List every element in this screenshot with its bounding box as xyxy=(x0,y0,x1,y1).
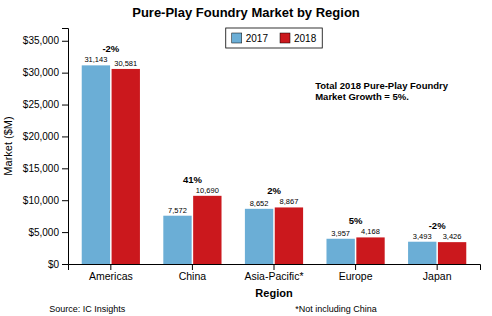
bar xyxy=(163,216,191,264)
bar xyxy=(82,65,110,264)
bar xyxy=(356,237,384,264)
y-tick: $30,000 xyxy=(23,67,68,78)
chart-container: Pure-Play Foundry Market by Region $0 $5,0… xyxy=(0,0,492,316)
y-tick-mark xyxy=(62,232,68,233)
y-tick-mark xyxy=(62,136,68,137)
y-axis-title: Market ($M) xyxy=(2,116,14,175)
plot: $0 $5,000 $10,000 $15,000 $20,000 $25,000 $30,… xyxy=(23,28,481,282)
legend-item: 2018 xyxy=(280,33,317,44)
data-label: 8,867 xyxy=(280,197,299,206)
x-axis: Americas China Asia-Pacific* Europe Japan xyxy=(69,264,481,282)
legend-item: 2017 xyxy=(232,33,269,44)
y-tick: $10,000 xyxy=(23,195,68,206)
y-tick-label: $35,000 xyxy=(23,35,60,46)
annotation: Total 2018 Pure-Play FoundryMarket Growt… xyxy=(315,80,449,102)
y-tick-mark xyxy=(62,264,68,265)
y-tick: $35,000 xyxy=(23,35,68,46)
y-tick: $0 xyxy=(48,259,68,270)
legend-label: 2018 xyxy=(294,33,317,44)
y-tick-mark xyxy=(62,105,68,106)
x-tick: China xyxy=(179,264,207,282)
legend-label: 2017 xyxy=(246,33,269,44)
data-label: 8,652 xyxy=(250,199,269,208)
x-tick: Europe xyxy=(339,264,373,282)
y-tick: $20,000 xyxy=(23,131,68,142)
y-tick-mark xyxy=(62,200,68,201)
bar xyxy=(408,242,436,264)
bar xyxy=(245,209,273,264)
x-tick-label: Europe xyxy=(339,270,373,282)
x-tick-mark xyxy=(274,264,275,270)
bars xyxy=(82,65,467,264)
group-label: -2% xyxy=(102,43,119,54)
group-label: 41% xyxy=(183,174,203,185)
x-axis-title: Region xyxy=(255,287,293,299)
y-tick-label: $30,000 xyxy=(23,67,60,78)
footnote: *Not including China xyxy=(295,304,377,314)
labels: 31,143 7,572 8,652 3,957 3,493 30,581 10,690 8,… xyxy=(84,43,461,241)
x-tick-mark xyxy=(192,264,193,270)
x-tick-mark xyxy=(110,264,111,270)
x-tick: Asia-Pacific* xyxy=(245,264,304,282)
data-label: 7,572 xyxy=(168,206,187,215)
y-tick: $25,000 xyxy=(23,99,68,110)
data-label: 10,690 xyxy=(196,186,219,195)
y-tick-mark xyxy=(62,41,68,42)
legend-frame xyxy=(226,28,323,48)
y-tick-label: $15,000 xyxy=(23,163,60,174)
y-tick: $15,000 xyxy=(23,163,68,174)
group-label: 2% xyxy=(267,185,281,196)
x-tick-label: Americas xyxy=(89,270,133,282)
y-tick-mark xyxy=(62,73,68,74)
legend-swatch xyxy=(280,33,290,43)
data-label: 3,957 xyxy=(331,229,350,238)
bar-series xyxy=(82,65,437,264)
data-label: 4,168 xyxy=(361,227,380,236)
x-axis-line xyxy=(69,265,481,271)
chart-svg: Pure-Play Foundry Market by Region $0 $5,0… xyxy=(0,0,492,316)
title: Pure-Play Foundry Market by Region xyxy=(132,5,360,20)
y-tick-mark xyxy=(62,168,68,169)
legend-swatch xyxy=(232,33,242,43)
source: Source: IC Insights xyxy=(49,304,126,314)
annotation-line: Total 2018 Pure-Play Foundry xyxy=(315,80,449,91)
x-tick-mark xyxy=(355,264,356,270)
legend: 2017 2018 xyxy=(226,28,323,48)
group-label: -2% xyxy=(429,220,446,231)
group-label: 5% xyxy=(349,215,363,226)
bar xyxy=(326,239,354,264)
data-label: 3,426 xyxy=(443,232,462,241)
x-tick-label: Japan xyxy=(423,270,452,282)
x-tick-mark xyxy=(437,264,438,270)
annotation-line: Market Growth = 5%. xyxy=(315,91,409,102)
bar-series xyxy=(112,69,467,264)
data-label: 3,493 xyxy=(413,232,432,241)
y-tick-label: $25,000 xyxy=(23,99,60,110)
x-tick: Japan xyxy=(423,264,452,282)
bar xyxy=(193,196,221,264)
y-axis: $0 $5,000 $10,000 $15,000 $20,000 $25,000 $30,… xyxy=(23,29,69,270)
y-tick-label: $10,000 xyxy=(23,195,60,206)
x-tick: Americas xyxy=(89,264,133,282)
data-label: 30,581 xyxy=(114,59,137,68)
bar xyxy=(438,242,466,264)
y-tick-label: $20,000 xyxy=(23,131,60,142)
x-tick-label: Asia-Pacific* xyxy=(245,270,304,282)
y-tick-label: $5,000 xyxy=(28,227,59,238)
y-axis-line xyxy=(62,29,69,265)
bar xyxy=(275,207,303,264)
y-tick: $5,000 xyxy=(28,227,68,238)
y-tick-label: $0 xyxy=(48,259,60,270)
bar xyxy=(112,69,140,264)
x-tick-label: China xyxy=(179,270,207,282)
data-label: 31,143 xyxy=(84,55,107,64)
